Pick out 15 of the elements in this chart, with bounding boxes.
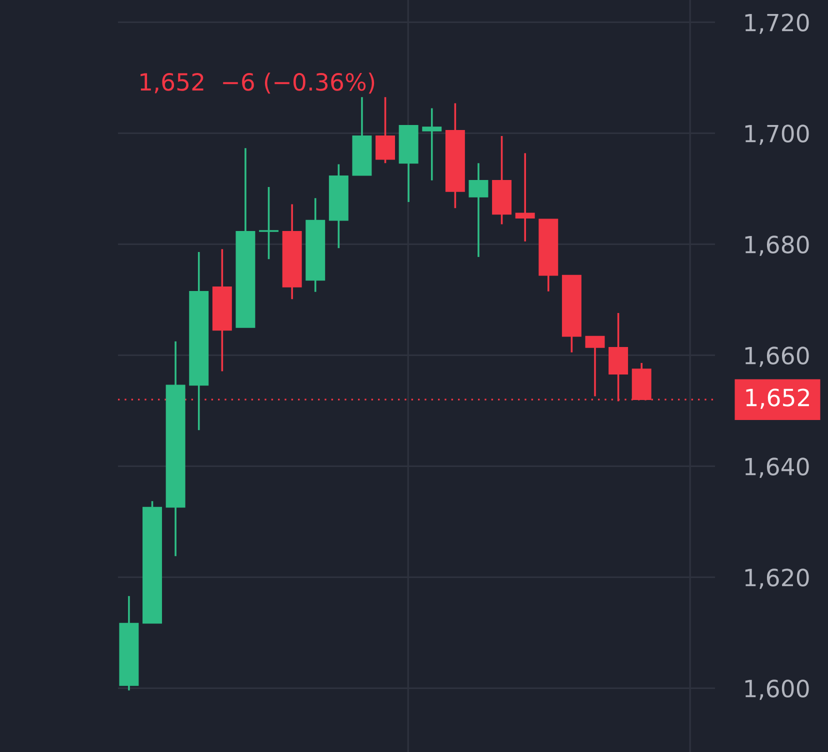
y-tick-label: 1,660	[745, 346, 809, 367]
candlestick	[422, 107, 442, 182]
y-tick-label: 1,700	[745, 124, 809, 145]
y-tick-label: 1,600	[745, 680, 809, 700]
candlestick	[376, 96, 396, 164]
candlestick	[259, 186, 279, 260]
candlestick	[585, 335, 605, 398]
candlestick	[515, 152, 535, 242]
y-tick-label: 1,640	[745, 458, 809, 478]
y-tick-label: 1,620	[745, 568, 809, 589]
y-tick-label: 1,680	[745, 236, 809, 256]
text: 1,652 −6 (−0.36%)	[140, 72, 374, 94]
ref-line-label: 1,652	[746, 388, 809, 409]
candlestick	[468, 162, 488, 258]
y-tick-label: 1,720	[745, 14, 809, 34]
